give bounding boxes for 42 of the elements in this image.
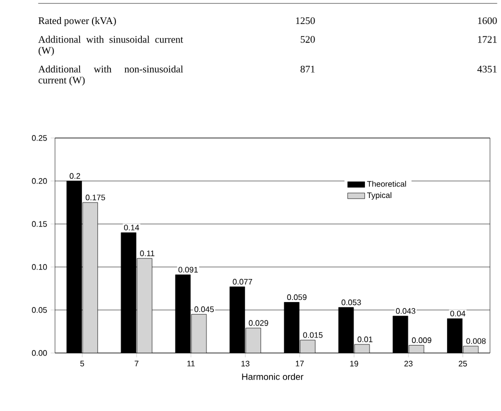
y-tick-label: 0.00 [32,350,47,356]
legend-label: Theoretical [367,180,406,187]
data-label: 0.059 [287,294,307,300]
data-label: 0.175 [86,194,106,200]
y-tick-label: 0.20 [32,178,47,184]
x-tick-label: 7 [134,360,138,366]
y-tick-label: 0.15 [32,221,47,227]
x-tick-label: 17 [296,360,304,366]
legend-label: Typical [367,192,392,200]
data-label: 0.077 [232,278,252,285]
data-label: 0.029 [248,320,268,326]
text: 871 [300,66,315,72]
data-label: 0.091 [178,266,198,273]
x-tick-label: 11 [187,360,195,366]
y-tick-label: 0.25 [32,135,47,141]
x-tick-label: 19 [350,360,358,366]
data-label: 0.045 [194,306,214,312]
data-label: 0.11 [140,250,154,256]
y-tick-label: 0.10 [32,264,47,270]
y-tick-label: 0.05 [32,307,47,313]
data-label: 0.2 [70,173,80,179]
text: 1600 [478,17,497,24]
text: 520 [300,36,315,43]
data-label: 0.053 [342,300,361,306]
data-label: 0.14 [124,224,140,230]
data-label: 0.015 [303,332,323,338]
data-label: 0.009 [412,337,432,344]
data-label: 0.043 [396,308,416,314]
x-tick-label: 13 [241,360,250,366]
data-label: 0.04 [450,310,466,316]
text: 1250 [296,17,315,24]
data-label: 0.008 [466,338,486,344]
x-axis-title: Harmonic order [242,373,304,380]
text: 4351 [477,66,497,72]
text: Rated power (kVA) [38,17,116,26]
data-label: 0.01 [358,336,372,342]
x-tick-label: 25 [458,360,467,366]
text: 1721 [478,36,497,43]
x-tick-label: 5 [80,360,84,366]
text: Additional with sinusoidal current (W) [38,36,184,56]
x-tick-label: 23 [404,360,413,366]
text: Additional with non-sinusoidal current (W) [38,65,184,86]
